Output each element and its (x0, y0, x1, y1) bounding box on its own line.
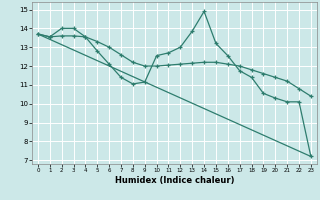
X-axis label: Humidex (Indice chaleur): Humidex (Indice chaleur) (115, 176, 234, 185)
